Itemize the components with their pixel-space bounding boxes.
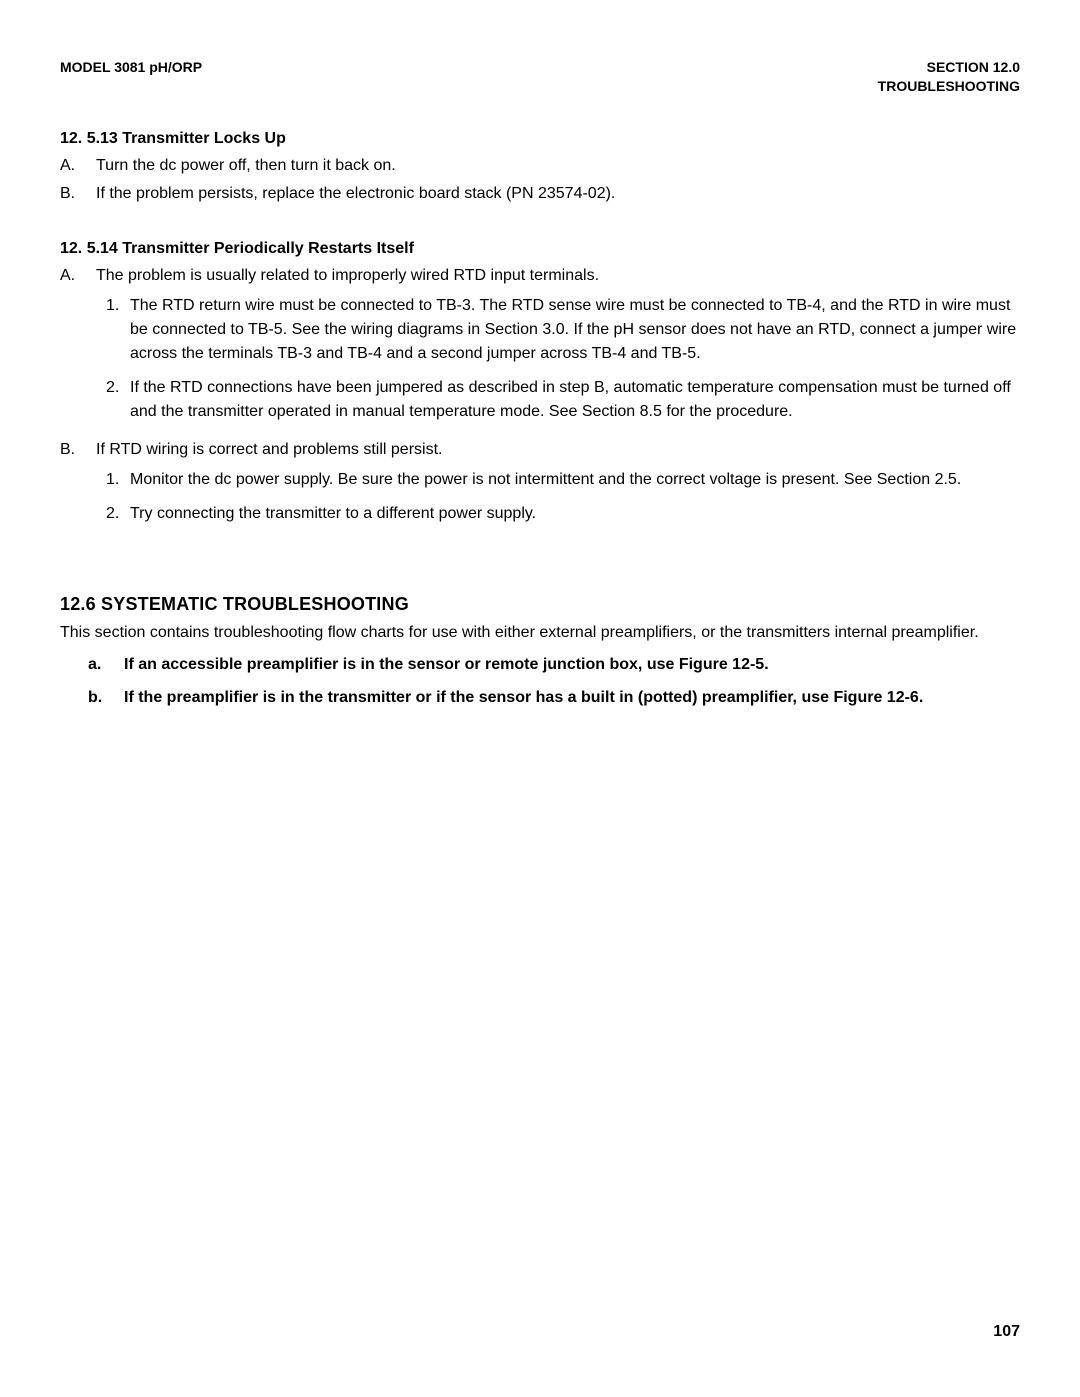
list-text: The problem is usually related to improp… — [96, 267, 599, 284]
page: MODEL 3081 pH/ORP SECTION 12.0 TROUBLESH… — [0, 0, 1080, 1397]
list-body: The problem is usually related to improp… — [96, 264, 1020, 434]
list-item: A. Turn the dc power off, then turn it b… — [60, 154, 1020, 178]
section-title-12-6: 12.6 SYSTEMATIC TROUBLESHOOTING — [60, 594, 1020, 615]
list-marker: B. — [60, 438, 80, 536]
list-marker: 1. — [96, 294, 114, 366]
list-text: If the RTD connections have been jumpere… — [130, 376, 1020, 424]
list-body: If RTD wiring is correct and problems st… — [96, 438, 1020, 536]
list-item: A. The problem is usually related to imp… — [60, 264, 1020, 434]
list-item: 1. Monitor the dc power supply. Be sure … — [96, 468, 1020, 492]
list-text: If the problem persists, replace the ele… — [96, 182, 1020, 206]
page-header: MODEL 3081 pH/ORP SECTION 12.0 TROUBLESH… — [60, 58, 1020, 96]
page-number: 107 — [993, 1323, 1020, 1341]
subsection-heading-12-5-14: 12. 5.14 Transmitter Periodically Restar… — [60, 240, 1020, 258]
list-item: b. If the preamplifier is in the transmi… — [88, 686, 1020, 711]
subsection-heading-12-5-13: 12. 5.13 Transmitter Locks Up — [60, 130, 1020, 148]
list-text: If RTD wiring is correct and problems st… — [96, 441, 442, 458]
list-marker: 2. — [96, 376, 114, 424]
section-intro-12-6: This section contains troubleshooting fl… — [60, 621, 1020, 645]
list-text: The RTD return wire must be connected to… — [130, 294, 1020, 366]
list-marker: 2. — [96, 502, 114, 526]
list-item: 2. If the RTD connections have been jump… — [96, 376, 1020, 424]
list-item: 2. Try connecting the transmitter to a d… — [96, 502, 1020, 526]
list-marker: A. — [60, 264, 80, 434]
list-marker: B. — [60, 182, 80, 206]
list-12-5-13: A. Turn the dc power off, then turn it b… — [60, 154, 1020, 206]
bold-list-12-6: a. If an accessible preamplifier is in t… — [88, 653, 1020, 711]
list-text: Try connecting the transmitter to a diff… — [130, 502, 1020, 526]
header-subsection: TROUBLESHOOTING — [878, 77, 1020, 96]
list-marker: 1. — [96, 468, 114, 492]
header-right: SECTION 12.0 TROUBLESHOOTING — [878, 58, 1020, 96]
header-left: MODEL 3081 pH/ORP — [60, 58, 202, 96]
list-marker: b. — [88, 686, 108, 711]
header-section: SECTION 12.0 — [878, 58, 1020, 77]
list-marker: A. — [60, 154, 80, 178]
list-text: If an accessible preamplifier is in the … — [124, 653, 769, 678]
list-item: 1. The RTD return wire must be connected… — [96, 294, 1020, 366]
list-marker: a. — [88, 653, 108, 678]
list-item: a. If an accessible preamplifier is in t… — [88, 653, 1020, 678]
list-text: Monitor the dc power supply. Be sure the… — [130, 468, 1020, 492]
list-12-5-14: A. The problem is usually related to imp… — [60, 264, 1020, 536]
list-text: Turn the dc power off, then turn it back… — [96, 154, 1020, 178]
numbered-list: 1. The RTD return wire must be connected… — [96, 294, 1020, 424]
list-item: B. If RTD wiring is correct and problems… — [60, 438, 1020, 536]
list-text: If the preamplifier is in the transmitte… — [124, 686, 923, 711]
list-item: B. If the problem persists, replace the … — [60, 182, 1020, 206]
numbered-list: 1. Monitor the dc power supply. Be sure … — [96, 468, 1020, 526]
